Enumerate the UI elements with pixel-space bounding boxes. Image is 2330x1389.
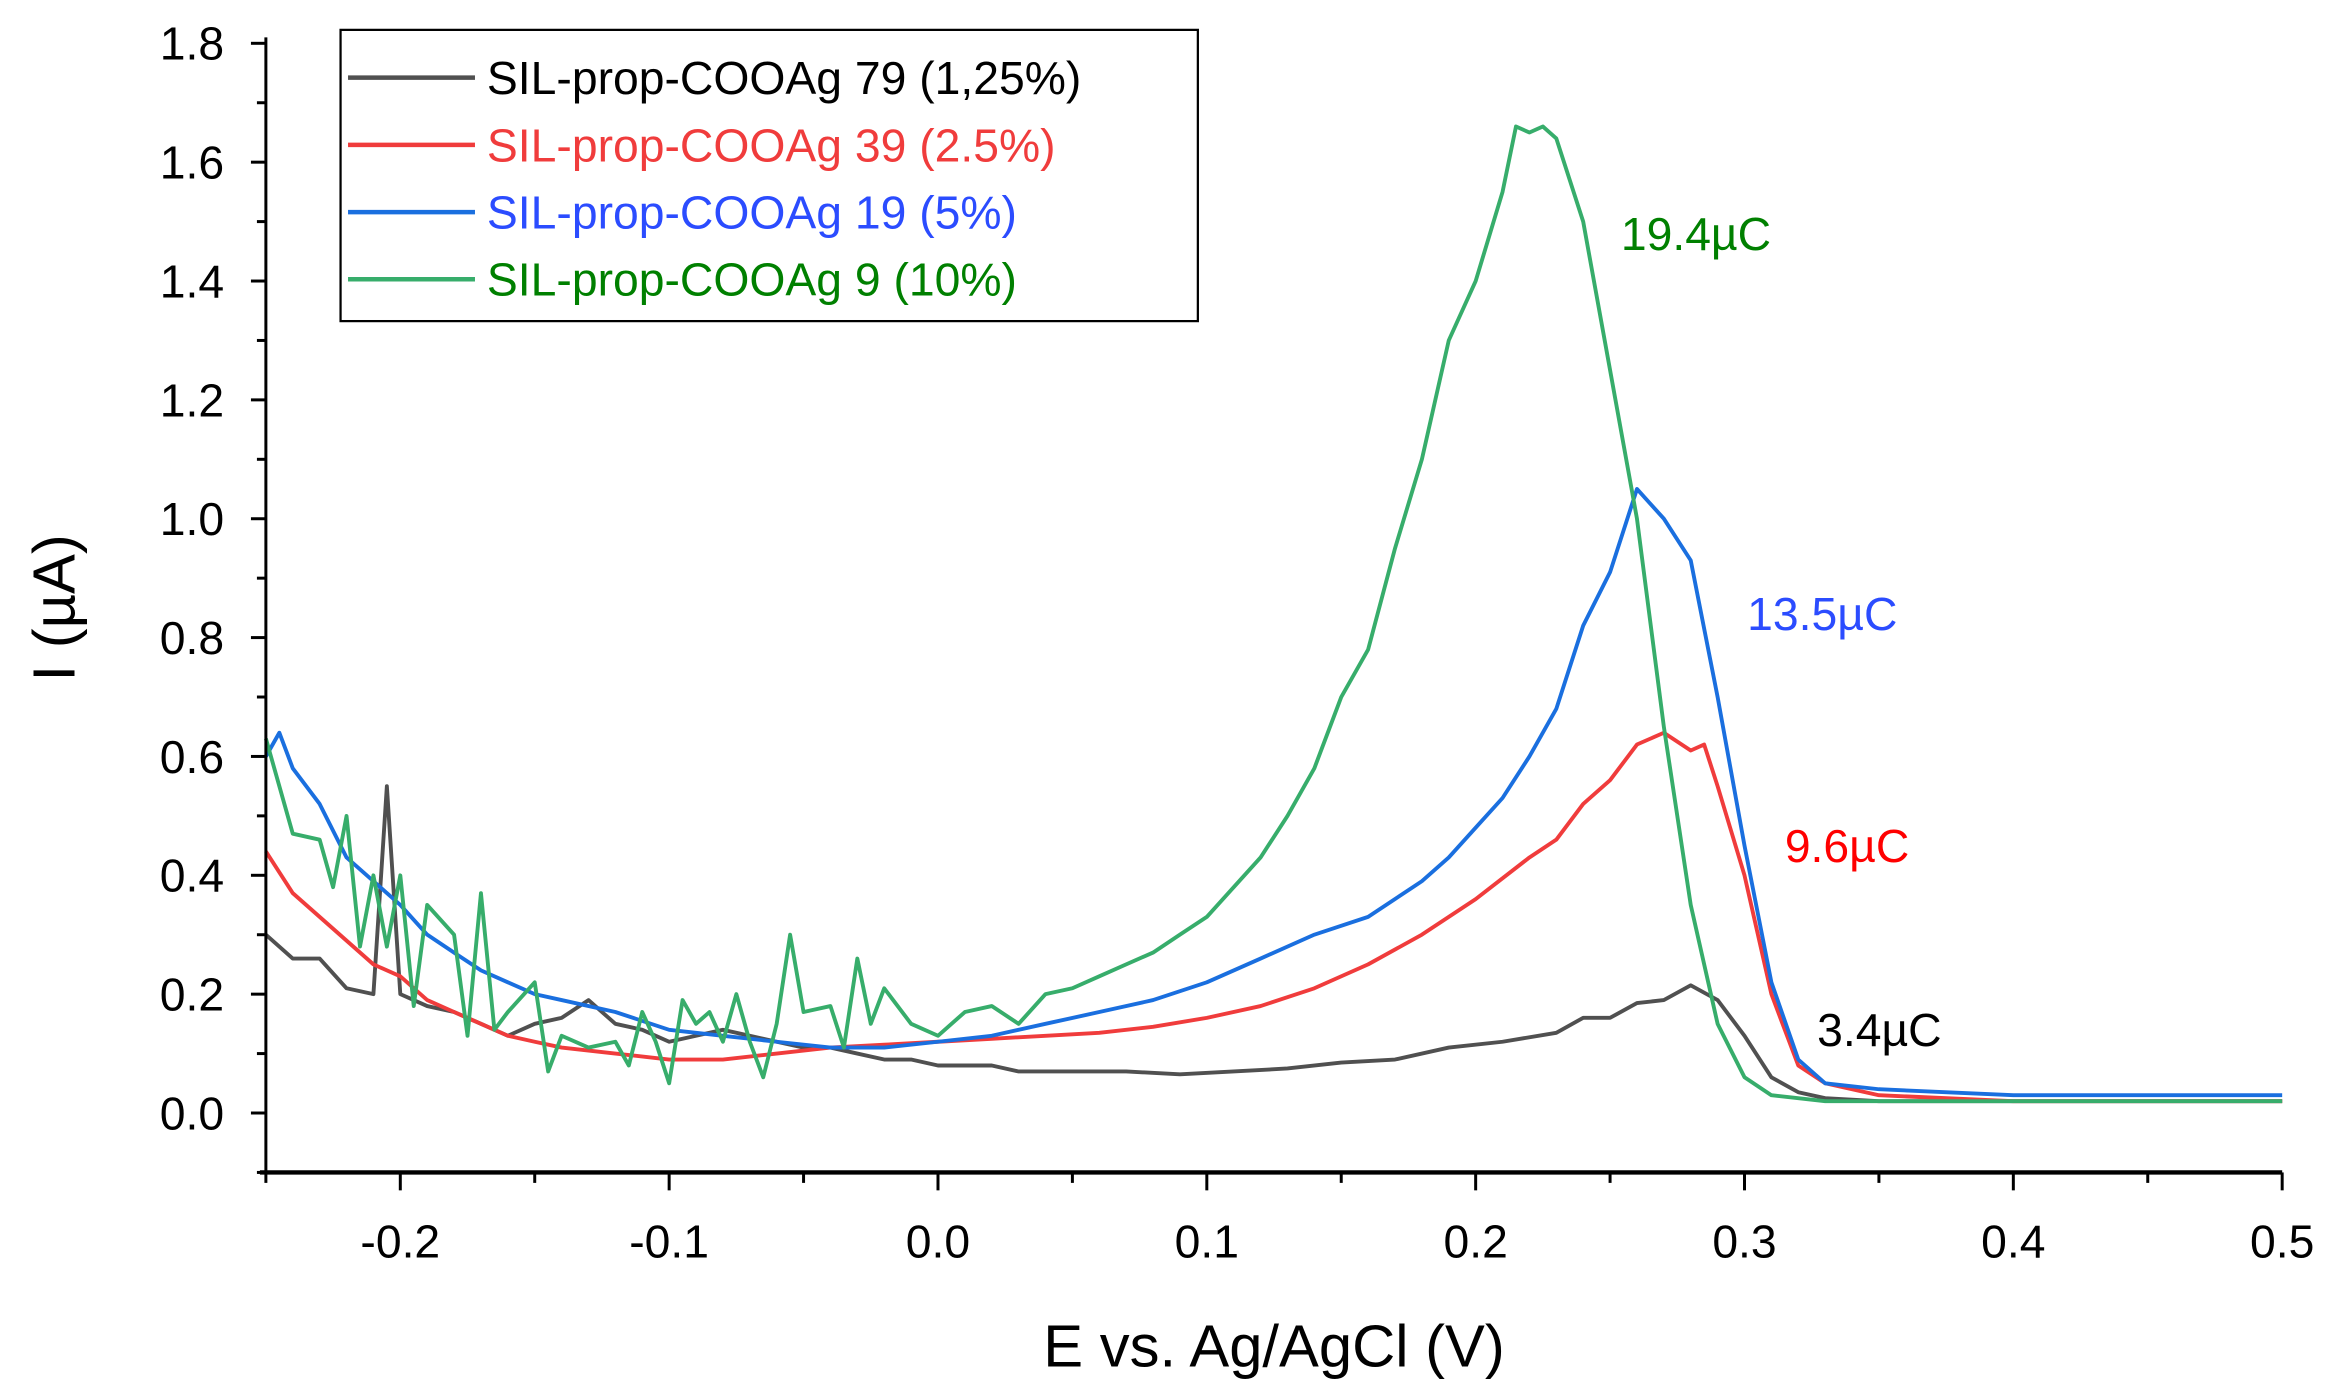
x-tick-label: 0.0 <box>906 1216 970 1268</box>
annotation-3: 3.4µC <box>1817 1004 1941 1056</box>
x-tick-label: 0.3 <box>1712 1216 1776 1268</box>
annotation-1: 13.5µC <box>1747 588 1897 640</box>
x-tick-label: 0.4 <box>1981 1216 2045 1268</box>
y-tick-label: 1.0 <box>160 493 224 545</box>
plot-area <box>264 124 2283 1104</box>
x-tick-label: 0.5 <box>2250 1216 2314 1268</box>
x-tick-label: 0.2 <box>1443 1216 1507 1268</box>
y-axis-title: I (µA) <box>21 534 88 681</box>
legend-label-3: SIL-prop-COOAg 9 (10%) <box>487 254 1017 306</box>
y-tick-label: 1.6 <box>160 137 224 189</box>
series-line-3 <box>264 124 2283 1104</box>
legend-label-2: SIL-prop-COOAg 19 (5%) <box>487 187 1017 239</box>
annotations: 19.4µC 13.5µC 9.6µC 3.4µC <box>1621 208 1942 1056</box>
legend-label-0: SIL-prop-COOAg 79 (1,25%) <box>487 52 1081 104</box>
y-tick-label: 0.6 <box>160 731 224 783</box>
legend: SIL-prop-COOAg 79 (1,25%) SIL-prop-COOAg … <box>339 28 1199 323</box>
x-axis-title: E vs. Ag/AgCl (V) <box>1043 1313 1504 1380</box>
y-tick-label: 1.8 <box>160 18 224 70</box>
x-tick-label: -0.1 <box>629 1216 709 1268</box>
y-tick-label: 0.2 <box>160 969 224 1021</box>
y-tick-label: 1.2 <box>160 374 224 426</box>
series-line-1 <box>264 730 2283 1104</box>
x-tick-label: -0.2 <box>360 1216 440 1268</box>
y-tick-label: 0.0 <box>160 1087 224 1139</box>
axes: 0.0 0.2 0.4 0.6 0.8 1.0 1.2 1.4 1.6 1.8 -0.2 -0.1 0.… <box>160 18 2315 1268</box>
y-tick-label: 1.4 <box>160 255 224 307</box>
legend-label-1: SIL-prop-COOAg 39 (2.5%) <box>487 119 1056 171</box>
x-tick-label: 0.1 <box>1175 1216 1239 1268</box>
series-line-2 <box>264 487 2283 1098</box>
legend-box <box>339 28 1199 323</box>
y-tick-label: 0.8 <box>160 612 224 664</box>
y-tick-label: 0.4 <box>160 850 224 902</box>
annotation-0: 19.4µC <box>1621 208 1771 260</box>
annotation-2: 9.6µC <box>1785 820 1909 872</box>
